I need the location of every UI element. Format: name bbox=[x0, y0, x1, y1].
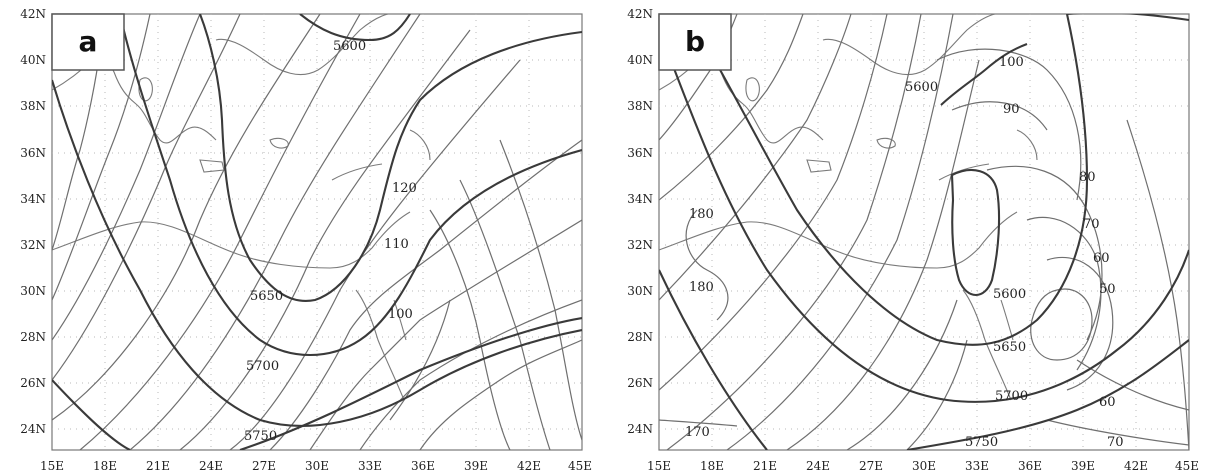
x-tick-label: 33E bbox=[358, 459, 382, 473]
wind-label: 100 bbox=[388, 307, 413, 322]
height-label: 5650 bbox=[250, 289, 283, 304]
height-label: 5600 bbox=[333, 39, 366, 54]
height-label: 5700 bbox=[995, 389, 1028, 404]
wind-label: 70 bbox=[1083, 217, 1100, 232]
x-tick-label: 45E bbox=[568, 459, 592, 473]
x-tick-label: 21E bbox=[753, 459, 777, 473]
x-tick-label: 33E bbox=[965, 459, 989, 473]
y-tick-label: 30N bbox=[627, 284, 653, 298]
x-tick-label: 18E bbox=[700, 459, 724, 473]
wind-label: 60 bbox=[1099, 395, 1116, 410]
height-contours bbox=[659, 14, 1189, 450]
map-a: 5600 5650 5700 5750 120 110 100 42N 40N … bbox=[20, 7, 592, 473]
panel-a: 5600 5650 5700 5750 120 110 100 42N 40N … bbox=[20, 7, 592, 473]
y-tick-label: 38N bbox=[627, 99, 653, 113]
panel-b: 5600 5600 5650 5700 5750 100 90 80 70 60… bbox=[607, 0, 1214, 476]
x-tick-label: 42E bbox=[1124, 459, 1148, 473]
wind-label: 60 bbox=[1093, 251, 1110, 266]
height-label: 5650 bbox=[993, 340, 1026, 355]
y-tick-label: 36N bbox=[627, 146, 653, 160]
wind-label: 180 bbox=[689, 280, 714, 295]
y-tick-labels: 42N 40N 38N 36N 34N 32N 30N 28N 26N 24N bbox=[627, 7, 653, 436]
height-label: 5750 bbox=[965, 435, 998, 450]
grid-lines bbox=[659, 14, 1189, 450]
y-tick-label: 26N bbox=[20, 376, 46, 390]
x-tick-label: 39E bbox=[464, 459, 488, 473]
height-labels: 5600 5600 5650 5700 5750 bbox=[905, 80, 1028, 450]
y-tick-label: 28N bbox=[627, 330, 653, 344]
y-tick-label: 38N bbox=[20, 99, 46, 113]
x-tick-label: 36E bbox=[411, 459, 435, 473]
y-tick-label: 24N bbox=[627, 422, 653, 436]
y-tick-label: 34N bbox=[627, 192, 653, 206]
x-tick-labels: 15E 18E 21E 24E 27E 30E 33E 36E 39E 42E … bbox=[647, 459, 1199, 473]
x-tick-label: 18E bbox=[93, 459, 117, 473]
height-labels: 5600 5650 5700 5750 bbox=[244, 39, 366, 444]
map-b: 5600 5600 5650 5700 5750 100 90 80 70 60… bbox=[627, 7, 1199, 473]
wind-labels: 100 90 80 70 60 50 60 70 180 180 170 bbox=[685, 55, 1124, 450]
height-label: 5600 bbox=[993, 287, 1026, 302]
wind-label: 90 bbox=[1003, 102, 1020, 117]
x-tick-label: 30E bbox=[305, 459, 329, 473]
wind-label: 170 bbox=[685, 425, 710, 440]
map-frame bbox=[51, 13, 583, 451]
y-tick-label: 42N bbox=[627, 7, 653, 21]
x-tick-labels: 15E 18E 21E 24E 27E 30E 33E 36E 39E 42E … bbox=[40, 459, 592, 473]
panel-label-box bbox=[658, 13, 732, 71]
y-tick-labels: 42N 40N 38N 36N 34N 32N 30N 28N 26N 24N bbox=[20, 7, 46, 436]
wind-label: 110 bbox=[384, 237, 409, 252]
panel-label: a bbox=[51, 13, 125, 71]
wind-label: 100 bbox=[999, 55, 1024, 70]
x-tick-label: 21E bbox=[146, 459, 170, 473]
panel-label: b bbox=[658, 13, 732, 71]
x-tick-label: 15E bbox=[40, 459, 64, 473]
x-tick-label: 39E bbox=[1071, 459, 1095, 473]
y-tick-label: 24N bbox=[20, 422, 46, 436]
wind-labels: 120 110 100 bbox=[384, 181, 417, 322]
wind-label: 80 bbox=[1079, 170, 1096, 185]
thin-contours bbox=[659, 14, 1189, 450]
x-tick-label: 27E bbox=[859, 459, 883, 473]
y-tick-label: 26N bbox=[627, 376, 653, 390]
wind-label: 70 bbox=[1107, 435, 1124, 450]
x-tick-label: 45E bbox=[1175, 459, 1199, 473]
wind-label: 50 bbox=[1099, 282, 1116, 297]
wind-label: 180 bbox=[689, 207, 714, 222]
y-tick-label: 40N bbox=[20, 53, 46, 67]
x-tick-label: 42E bbox=[517, 459, 541, 473]
x-tick-label: 24E bbox=[199, 459, 223, 473]
x-tick-label: 36E bbox=[1018, 459, 1042, 473]
height-label: 5700 bbox=[246, 359, 279, 374]
y-tick-label: 36N bbox=[20, 146, 46, 160]
x-tick-label: 24E bbox=[806, 459, 830, 473]
y-tick-label: 30N bbox=[20, 284, 46, 298]
height-label: 5600 bbox=[905, 80, 938, 95]
panel-letter: b bbox=[685, 25, 705, 58]
height-contours bbox=[52, 14, 582, 450]
y-tick-label: 34N bbox=[20, 192, 46, 206]
height-label: 5750 bbox=[244, 429, 277, 444]
wind-label: 120 bbox=[392, 181, 417, 196]
grid-lines bbox=[52, 14, 582, 450]
x-tick-label: 15E bbox=[647, 459, 671, 473]
y-tick-label: 32N bbox=[627, 238, 653, 252]
y-tick-label: 40N bbox=[627, 53, 653, 67]
y-tick-label: 32N bbox=[20, 238, 46, 252]
x-tick-label: 27E bbox=[252, 459, 276, 473]
x-tick-label: 30E bbox=[912, 459, 936, 473]
panel-label-box bbox=[51, 13, 125, 71]
y-tick-label: 42N bbox=[20, 7, 46, 21]
y-tick-label: 28N bbox=[20, 330, 46, 344]
panel-letter: a bbox=[79, 25, 98, 58]
